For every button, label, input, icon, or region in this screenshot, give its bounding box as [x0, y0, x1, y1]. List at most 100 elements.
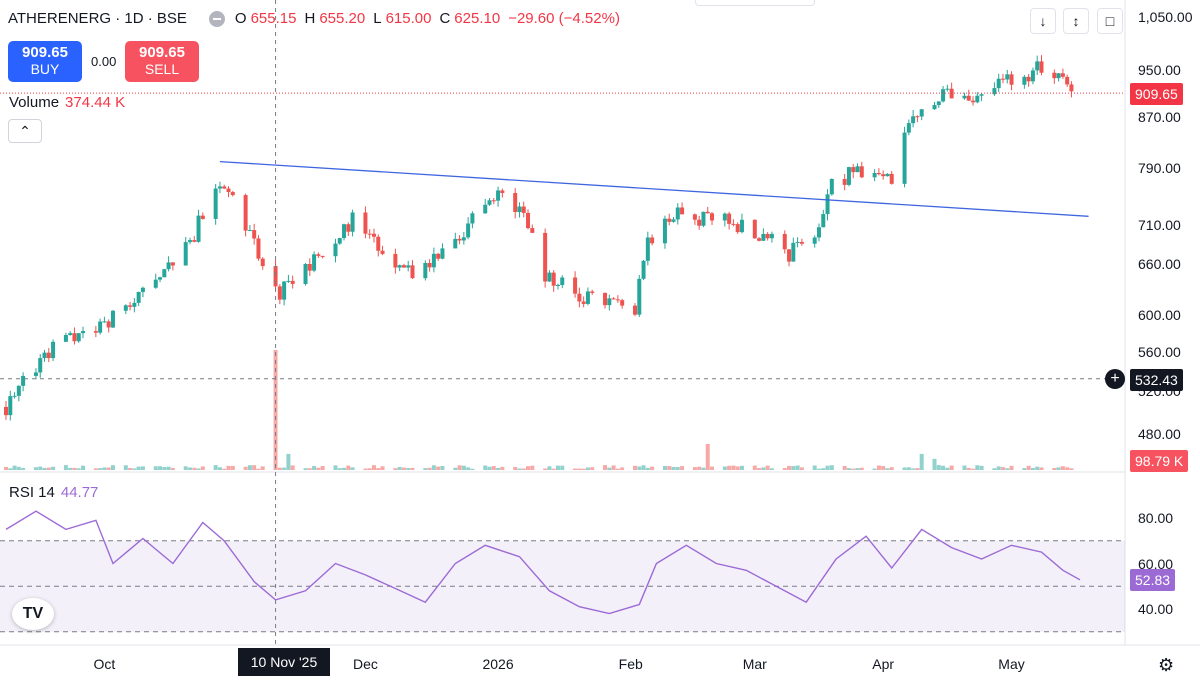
candle-body: [346, 224, 351, 232]
volume-bar: [303, 468, 308, 470]
volume-bar: [51, 466, 56, 470]
drag-tab[interactable]: [695, 0, 815, 6]
volume-bar: [123, 465, 128, 470]
candle-body: [829, 178, 834, 195]
candle-body: [423, 262, 428, 279]
volume-bar: [975, 465, 980, 470]
volume-bar: [252, 465, 257, 470]
volume-bar: [680, 466, 685, 470]
candle-body: [821, 214, 826, 228]
candle-body: [650, 237, 655, 244]
volume-bar: [521, 468, 526, 470]
candle-body: [889, 173, 894, 184]
volume-bar: [397, 466, 402, 470]
volume-bar: [192, 467, 197, 470]
candle-body: [226, 188, 231, 193]
volume-bar: [722, 466, 727, 470]
volume-bar: [735, 466, 740, 470]
volume-bar: [727, 465, 732, 470]
candle-body: [213, 188, 218, 219]
candle-body: [906, 123, 911, 133]
open-label: O: [234, 10, 247, 27]
collapse-icon[interactable]: ↕: [1063, 8, 1089, 34]
volume-bar: [406, 468, 411, 470]
candle-body: [222, 186, 227, 189]
volume-bar: [1039, 467, 1044, 470]
tradingview-logo[interactable]: TV: [12, 598, 54, 630]
candle-body: [406, 265, 411, 268]
candle-body: [979, 94, 984, 96]
candle-body: [128, 305, 133, 307]
time-tick-label: May: [998, 656, 1025, 672]
volume-bar: [705, 443, 710, 470]
candle-body: [491, 200, 496, 202]
candle-body: [701, 211, 706, 226]
volume-bar: [812, 465, 817, 470]
candlesticks: [4, 55, 1074, 421]
low-label: L: [373, 10, 382, 27]
volume-bar: [466, 467, 471, 470]
candle-body: [611, 298, 616, 300]
volume-bar: [1069, 468, 1074, 470]
volume-bar: [453, 467, 458, 470]
chevron-up-icon[interactable]: ⌃: [8, 119, 42, 143]
candle-body: [851, 167, 856, 173]
candle-body: [123, 305, 128, 311]
sell-button[interactable]: 909.65 SELL: [125, 41, 199, 82]
candle-body: [33, 372, 38, 376]
candle-body: [170, 262, 175, 266]
volume-bar: [555, 465, 560, 470]
candle-body: [585, 291, 590, 304]
symbol-title[interactable]: ATHERENERG · 1D · BSE: [8, 10, 187, 27]
volume-bar: [859, 467, 864, 470]
volume-bar: [787, 465, 792, 470]
candle-body: [530, 228, 535, 233]
candle-body: [483, 204, 488, 214]
candle-body: [881, 174, 886, 177]
volume-bar: [102, 467, 107, 470]
volume-bar: [500, 466, 505, 470]
rsi-tick-label: 60.00: [1138, 555, 1174, 572]
volume-bar: [106, 467, 111, 470]
sell-label: SELL: [144, 61, 180, 77]
candle-body: [555, 284, 560, 286]
candle-body: [769, 233, 774, 239]
volume-bar: [547, 466, 552, 470]
volume-bar: [196, 468, 201, 470]
plus-icon[interactable]: +: [1105, 369, 1125, 389]
candle-body: [620, 300, 625, 306]
candle-body: [16, 385, 21, 396]
volume-bar: [483, 465, 488, 470]
candle-body: [692, 214, 697, 220]
volume-bar: [791, 466, 796, 470]
candle-body: [787, 249, 792, 262]
rsi-legend: RSI 14 44.77: [9, 484, 98, 501]
arrow-down-icon[interactable]: ↓: [1030, 8, 1056, 34]
candle-body: [487, 200, 492, 205]
candle-body: [671, 219, 676, 222]
price-tick-label: 660.00: [1138, 256, 1181, 273]
rsi-tick-label: 80.00: [1138, 510, 1174, 526]
candle-body: [277, 286, 282, 300]
candle-body: [256, 238, 261, 259]
price-tick-label: 600.00: [1138, 307, 1181, 324]
volume-bar: [611, 465, 616, 470]
candle-body: [380, 250, 385, 254]
candle-body: [376, 236, 381, 251]
gear-icon[interactable]: ⚙: [1158, 655, 1175, 675]
volume-bar: [93, 468, 98, 470]
volume-bar: [941, 465, 946, 470]
candle-body: [470, 213, 475, 224]
minus-icon[interactable]: [208, 10, 225, 27]
volume-bar: [487, 466, 492, 470]
volume-bar: [782, 468, 787, 470]
restore-icon[interactable]: □: [1097, 8, 1123, 34]
candle-body: [941, 89, 946, 102]
volume-bar: [632, 465, 637, 470]
candle-body: [363, 212, 368, 234]
time-tick-label: Feb: [618, 656, 643, 672]
buy-button[interactable]: 909.65 BUY: [8, 41, 82, 82]
volume-bar: [979, 465, 984, 470]
volume-bar: [936, 465, 941, 470]
